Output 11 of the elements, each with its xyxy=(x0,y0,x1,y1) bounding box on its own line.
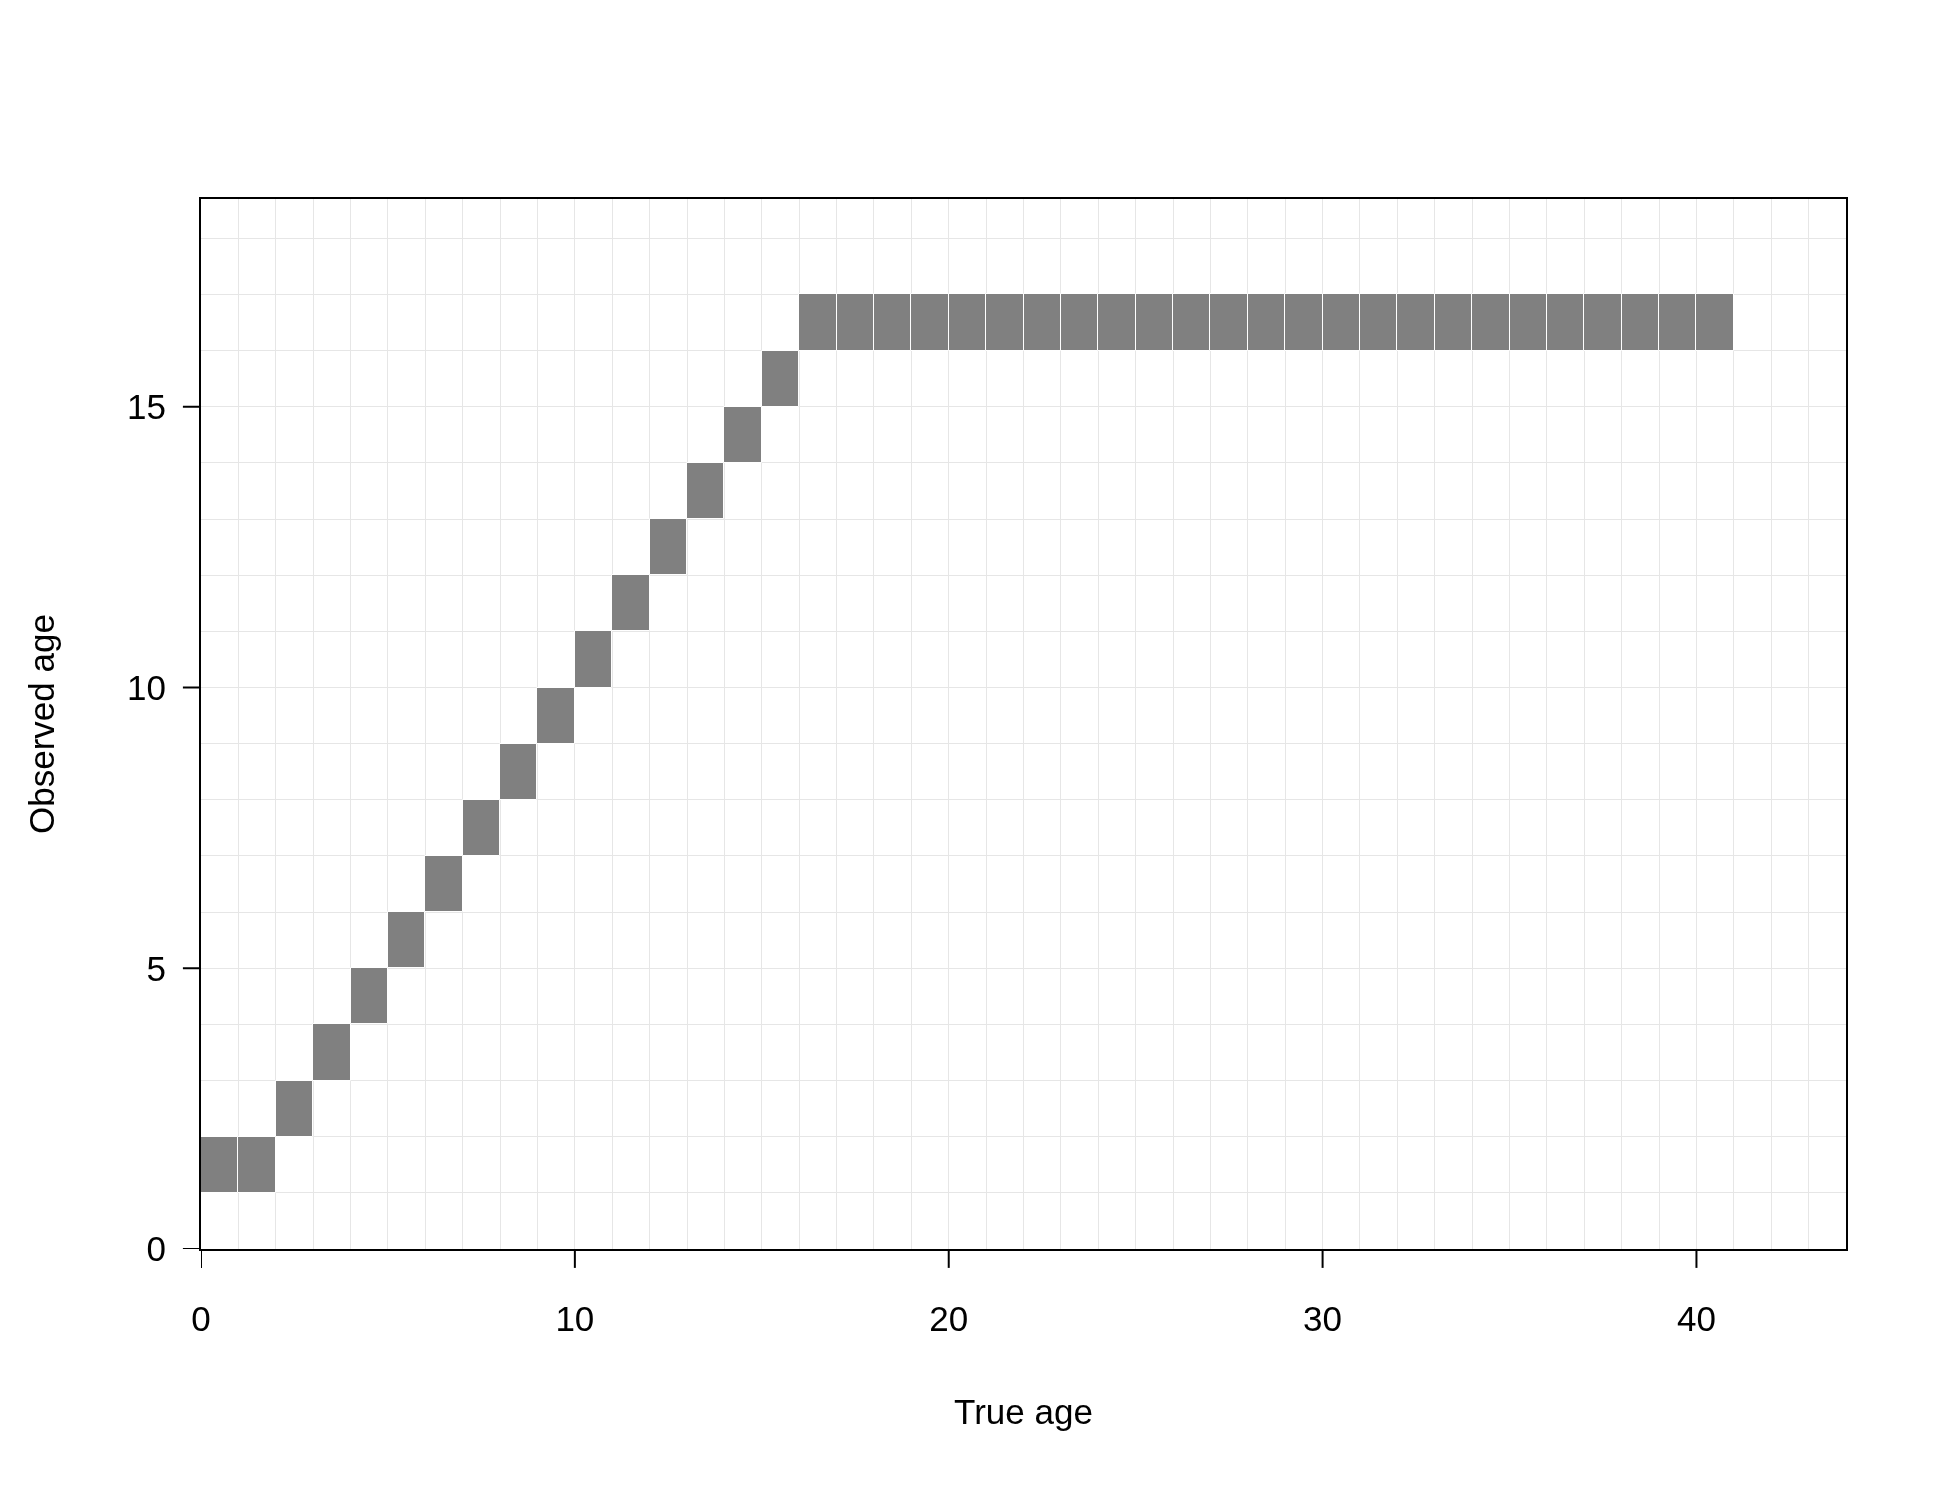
y-tick-label: 10 xyxy=(127,667,166,707)
y-axis-title: Observed age xyxy=(21,614,61,834)
x-tick-label: 40 xyxy=(1676,1299,1716,1338)
y-tick-label: 0 xyxy=(146,1229,166,1269)
y-tick-label: 5 xyxy=(146,948,166,988)
x-tick-label: 30 xyxy=(1303,1299,1343,1338)
y-tick-label: 15 xyxy=(127,387,166,426)
x-tick-label: 20 xyxy=(929,1299,969,1338)
x-tick-label: 0 xyxy=(191,1299,211,1338)
x-tick-label: 10 xyxy=(555,1299,595,1338)
x-axis-title: True age xyxy=(954,1391,1093,1431)
